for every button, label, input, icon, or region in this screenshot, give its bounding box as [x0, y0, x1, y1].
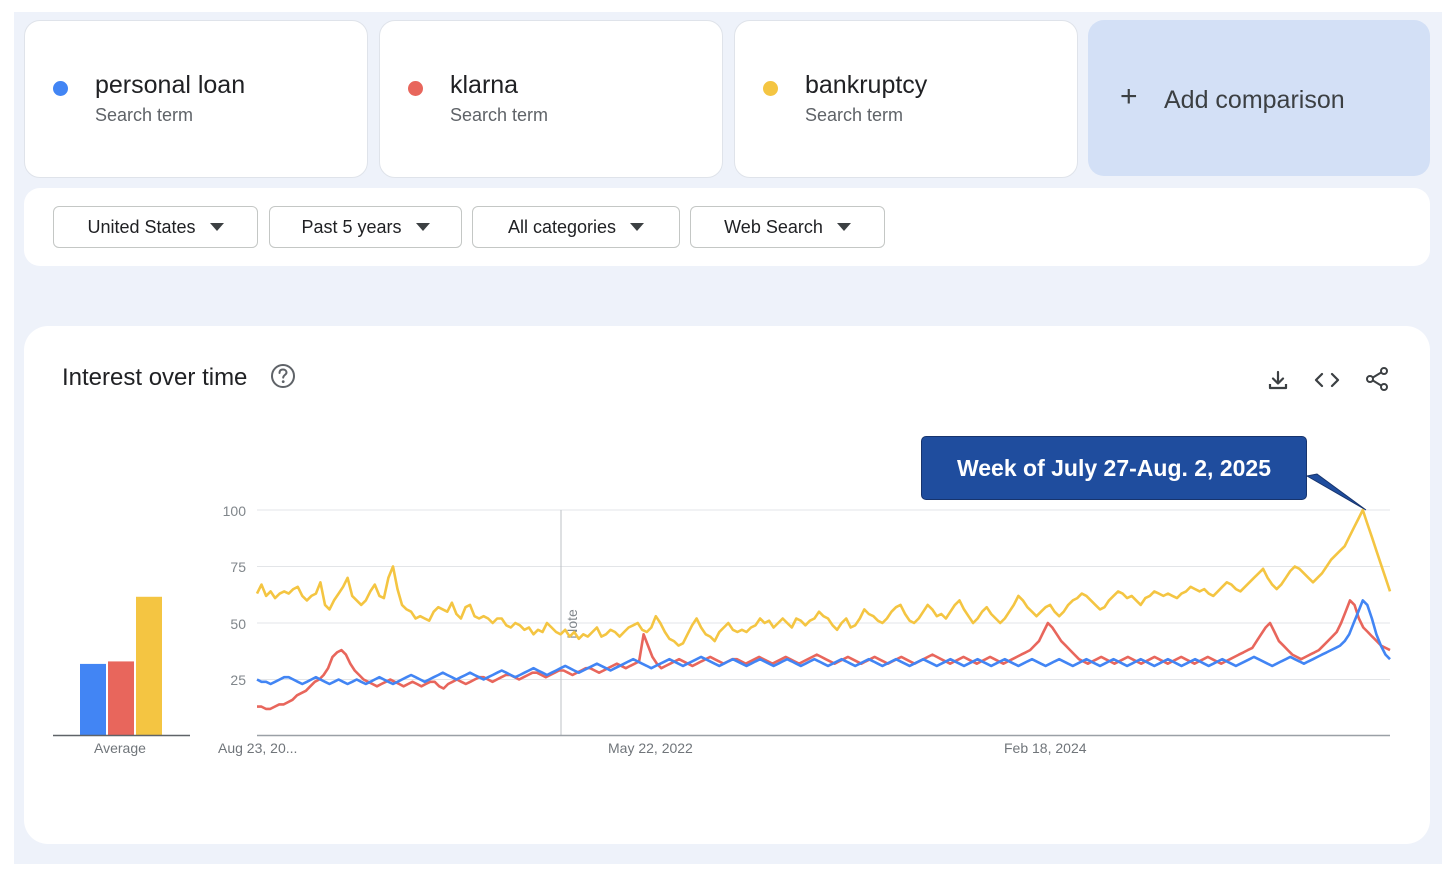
- add-comparison-label: Add comparison: [1164, 86, 1345, 114]
- average-bar-klarna[interactable]: [108, 661, 134, 736]
- search-type-dropdown[interactable]: Web Search: [690, 206, 885, 248]
- x-tick-label: Feb 18, 2024: [1004, 740, 1087, 756]
- category-dropdown[interactable]: All categories: [472, 206, 680, 248]
- time-range-value: Past 5 years: [301, 216, 402, 237]
- filter-bar: United States Past 5 years All categorie…: [24, 188, 1430, 266]
- average-bar-bankruptcy[interactable]: [136, 596, 162, 736]
- y-tick-label: 75: [230, 559, 246, 575]
- share-icon[interactable]: [1364, 366, 1390, 392]
- series-line-klarna[interactable]: [257, 599, 1391, 711]
- interest-over-time-card: Interest over time Average 100 75 50 25 …: [24, 326, 1430, 844]
- average-bar-personal-loan[interactable]: [80, 663, 106, 736]
- y-tick-label: 25: [230, 672, 246, 688]
- region-dropdown[interactable]: United States: [53, 206, 258, 248]
- series-line-personal-loan[interactable]: [256, 599, 1391, 686]
- term-card-personal-loan[interactable]: personal loan Search term: [24, 20, 368, 178]
- embed-code-icon[interactable]: [1314, 368, 1340, 392]
- average-bar-chart: [53, 596, 190, 737]
- series-color-dot: [763, 81, 778, 96]
- help-icon[interactable]: [270, 363, 296, 389]
- term-type: Search term: [450, 105, 549, 125]
- series-color-dot: [408, 81, 423, 96]
- plus-icon: +: [1120, 80, 1138, 113]
- term-name: personal loan: [95, 71, 246, 99]
- x-tick-label: Aug 23, 20...: [218, 740, 298, 756]
- caret-down-icon: [209, 223, 224, 231]
- term-type: Search term: [95, 105, 194, 125]
- y-tick-label: 100: [222, 503, 246, 519]
- term-name: bankruptcy: [805, 71, 928, 99]
- caret-down-icon: [836, 223, 851, 231]
- callout-pointer: [1305, 473, 1367, 511]
- series-color-dot: [53, 81, 68, 96]
- download-icon[interactable]: [1266, 368, 1290, 392]
- add-comparison-button[interactable]: + Add comparison: [1088, 20, 1430, 176]
- category-value: All categories: [507, 216, 617, 237]
- term-card-bankruptcy[interactable]: bankruptcy Search term: [734, 20, 1078, 178]
- series-line-bankruptcy[interactable]: [255, 508, 1392, 647]
- average-label: Average: [94, 740, 146, 756]
- caret-down-icon: [415, 223, 430, 231]
- term-name: klarna: [450, 71, 519, 99]
- interest-line-chart[interactable]: Note: [24, 326, 1430, 844]
- caret-down-icon: [630, 223, 645, 231]
- term-type: Search term: [805, 105, 904, 125]
- region-value: United States: [87, 216, 196, 237]
- week-callout: Week of July 27-Aug. 2, 2025: [921, 436, 1307, 500]
- x-tick-label: May 22, 2022: [608, 740, 693, 756]
- chart-title: Interest over time: [62, 364, 248, 391]
- term-card-klarna[interactable]: klarna Search term: [379, 20, 723, 178]
- search-type-value: Web Search: [724, 216, 823, 237]
- time-range-dropdown[interactable]: Past 5 years: [269, 206, 462, 248]
- note-marker-label[interactable]: Note: [564, 609, 580, 639]
- y-tick-label: 50: [230, 616, 246, 632]
